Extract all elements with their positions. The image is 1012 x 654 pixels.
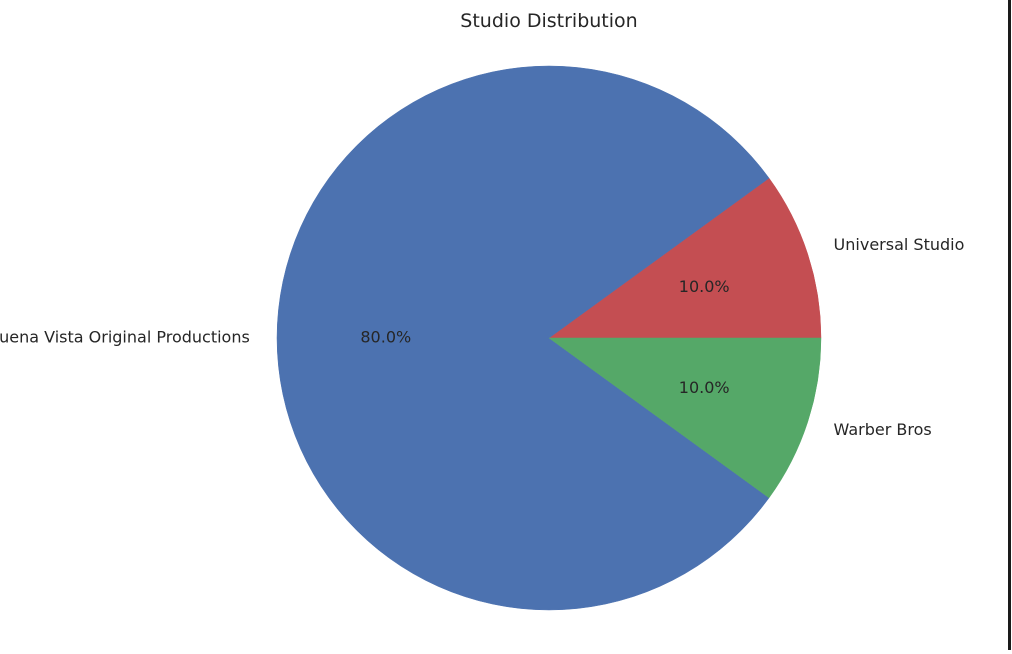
pie-slice-universal-studio [548,177,822,339]
slice-percent-buena-vista-original-productions: 80.0% [360,328,411,347]
slice-percent-warber-bros: 10.0% [679,378,730,397]
slice-label-warber-bros: Warber Bros [834,420,932,439]
chart-title: Studio Distribution [460,10,637,32]
slice-label-buena-vista-original-productions: Buena Vista Original Productions [0,328,250,347]
slice-percent-universal-studio: 10.0% [679,277,730,296]
slice-label-universal-studio: Universal Studio [834,235,965,254]
frame-border [1008,0,1011,650]
pie-slice-buena-vista-original-productions [276,65,770,611]
pie-slice-warber-bros [548,337,822,499]
